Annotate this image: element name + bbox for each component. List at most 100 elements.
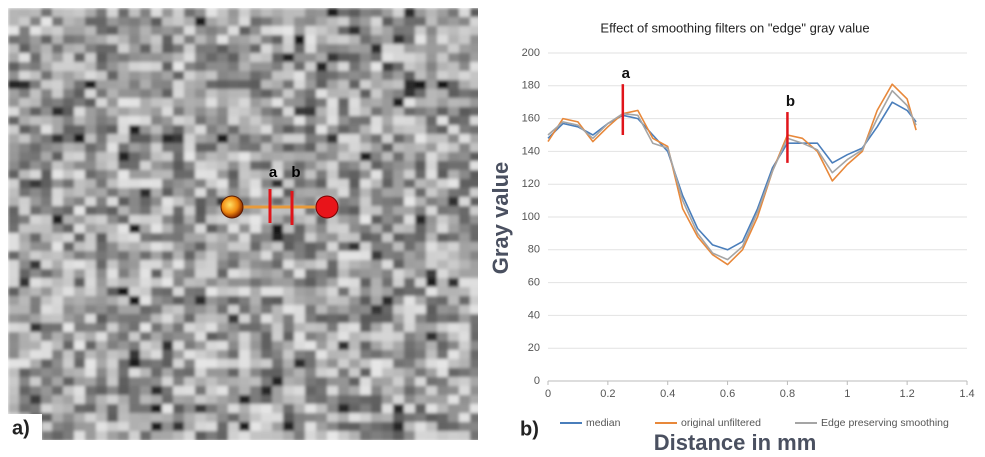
texture-cell (63, 188, 75, 198)
texture-cell (118, 323, 130, 333)
texture-cell (404, 431, 416, 440)
texture-cell (294, 107, 306, 117)
texture-cell (184, 305, 196, 315)
texture-cell (228, 242, 240, 252)
texture-cell (437, 431, 449, 440)
texture-cell (206, 188, 218, 198)
texture-cell (393, 269, 405, 279)
texture-cell (338, 215, 350, 225)
texture-cell (63, 278, 75, 288)
x-tick-label: 1.4 (959, 388, 974, 400)
texture-cell (437, 359, 449, 369)
texture-cell (272, 8, 284, 18)
texture-cell (217, 134, 229, 144)
texture-cell (448, 422, 460, 432)
texture-cell (349, 260, 361, 270)
texture-cell (96, 71, 108, 81)
texture-cell (140, 404, 152, 414)
texture-cell (30, 107, 42, 117)
texture-cell (283, 62, 295, 72)
texture-cell (294, 359, 306, 369)
texture-cell (85, 287, 97, 297)
texture-cell (217, 143, 229, 153)
texture-cell (41, 395, 53, 405)
texture-cell (107, 89, 119, 99)
texture-cell (19, 134, 31, 144)
texture-cell (19, 350, 31, 360)
texture-cell (173, 278, 185, 288)
texture-cell (41, 80, 53, 90)
x-tick-label: 0.4 (660, 388, 675, 400)
texture-cell (371, 188, 383, 198)
texture-cell (96, 179, 108, 189)
texture-cell (63, 251, 75, 261)
texture-cell (338, 26, 350, 36)
texture-cell (316, 134, 328, 144)
texture-cell (404, 422, 416, 432)
texture-cell (459, 161, 471, 171)
texture-cell (85, 197, 97, 207)
texture-cell (184, 62, 196, 72)
texture-cell (41, 422, 53, 432)
texture-cell (74, 44, 86, 54)
texture-cell (338, 359, 350, 369)
texture-cell (338, 116, 350, 126)
texture-cell (140, 332, 152, 342)
texture-cell (140, 98, 152, 108)
texture-cell (327, 314, 339, 324)
texture-cell (162, 314, 174, 324)
texture-cell (8, 53, 20, 63)
texture-cell (96, 413, 108, 423)
texture-cell (470, 71, 478, 81)
texture-cell (404, 116, 416, 126)
texture-cell (415, 53, 427, 63)
texture-cell (162, 179, 174, 189)
texture-cell (96, 161, 108, 171)
texture-cell (316, 125, 328, 135)
texture-cell (74, 251, 86, 261)
texture-cell (459, 89, 471, 99)
texture-cell (8, 152, 20, 162)
texture-cell (437, 269, 449, 279)
texture-cell (382, 53, 394, 63)
texture-cell (184, 233, 196, 243)
x-tick-label: 1 (844, 388, 850, 400)
texture-cell (305, 71, 317, 81)
texture-cell (415, 35, 427, 45)
texture-cell (250, 314, 262, 324)
texture-cell (338, 233, 350, 243)
texture-cell (173, 53, 185, 63)
texture-cell (261, 431, 273, 440)
texture-cell (41, 224, 53, 234)
texture-cell (283, 179, 295, 189)
texture-cell (437, 134, 449, 144)
texture-cell (118, 80, 130, 90)
texture-cell (316, 251, 328, 261)
texture-cell (151, 35, 163, 45)
texture-cell (19, 44, 31, 54)
texture-cell (393, 287, 405, 297)
texture-cell (261, 26, 273, 36)
texture-cell (371, 332, 383, 342)
texture-cell (459, 179, 471, 189)
texture-cell (294, 296, 306, 306)
texture-cell (107, 179, 119, 189)
texture-cell (250, 296, 262, 306)
texture-cell (239, 251, 251, 261)
texture-cell (217, 251, 229, 261)
texture-cell (382, 341, 394, 351)
texture-cell (107, 98, 119, 108)
texture-cell (272, 278, 284, 288)
texture-cell (305, 233, 317, 243)
texture-cell (415, 179, 427, 189)
texture-cell (129, 71, 141, 81)
texture-cell (338, 125, 350, 135)
texture-cell (437, 188, 449, 198)
texture-cell (426, 215, 438, 225)
texture-cell (459, 386, 471, 396)
texture-cell (41, 17, 53, 27)
texture-cell (52, 17, 64, 27)
texture-cell (129, 386, 141, 396)
texture-cell (415, 404, 427, 414)
texture-cell (360, 332, 372, 342)
